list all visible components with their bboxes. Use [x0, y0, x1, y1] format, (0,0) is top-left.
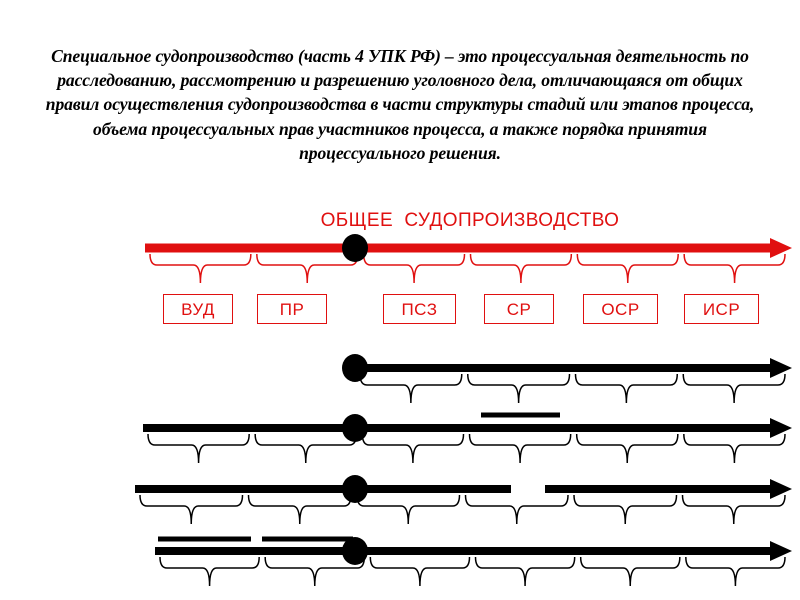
- stage-box-label: ОСР: [601, 299, 640, 319]
- stage-box-label: ПСЗ: [401, 299, 438, 319]
- brace: [683, 433, 786, 464]
- timeline-node-dot[interactable]: [342, 414, 368, 442]
- timeline-shaft: [545, 485, 770, 493]
- brace: [247, 494, 352, 525]
- brace: [464, 494, 569, 525]
- timeline-node-dot[interactable]: [342, 234, 368, 262]
- special-timeline-row-2: [342, 354, 792, 404]
- brace: [159, 556, 260, 587]
- timeline-node-dot[interactable]: [342, 354, 368, 382]
- brace: [681, 494, 786, 525]
- brace: [575, 433, 679, 464]
- definition-paragraph: Специальное судопроизводство (часть 4 УП…: [45, 46, 755, 163]
- brace: [467, 373, 571, 404]
- timeline-arrowhead: [770, 541, 792, 561]
- brace: [256, 253, 359, 284]
- stage-box-ср[interactable]: СР: [484, 294, 554, 324]
- brace: [474, 556, 576, 587]
- stage-box-label: ПР: [279, 299, 305, 319]
- brace: [359, 373, 463, 404]
- brace: [139, 494, 244, 525]
- stage-box-пр[interactable]: ПР: [257, 294, 327, 324]
- stage-box-иср[interactable]: ИСР: [684, 294, 759, 324]
- overlay-bar: [481, 412, 560, 418]
- general-proceedings-title: ОБЩЕЕ СУДОПРОИЗВОДСТВО: [320, 210, 620, 231]
- special-timeline-row-4: [135, 475, 792, 525]
- timeline-arrowhead: [770, 418, 792, 438]
- timeline-arrowhead: [770, 358, 792, 378]
- timeline-arrowhead: [770, 238, 792, 258]
- stage-box-псз[interactable]: ПСЗ: [383, 294, 456, 324]
- brace: [149, 253, 252, 284]
- timeline-node-dot[interactable]: [342, 475, 368, 503]
- stage-box-label: ВУД: [181, 299, 215, 319]
- general-proceedings-timeline: [145, 234, 792, 284]
- timeline-shaft: [355, 364, 770, 372]
- brace: [468, 433, 572, 464]
- brace: [576, 253, 679, 284]
- stage-box-label: СР: [506, 299, 532, 319]
- brace: [579, 556, 681, 587]
- brace: [264, 556, 366, 587]
- stage-box-оср[interactable]: ОСР: [583, 294, 658, 324]
- timeline-shaft: [145, 243, 770, 253]
- overlay-bar: [262, 536, 353, 542]
- special-timeline-row-3: [143, 412, 792, 464]
- overlay-bar: [158, 536, 251, 542]
- brace: [361, 433, 465, 464]
- brace: [147, 433, 250, 464]
- brace: [254, 433, 358, 464]
- brace: [574, 373, 678, 404]
- stage-box-label: ИСР: [702, 299, 741, 319]
- brace: [573, 494, 678, 525]
- brace: [685, 556, 786, 587]
- timeline-shaft: [143, 424, 770, 432]
- stage-box-вуд[interactable]: ВУД: [163, 294, 233, 324]
- brace: [369, 556, 471, 587]
- timeline-arrowhead: [770, 479, 792, 499]
- brace: [469, 253, 573, 284]
- timeline-shaft: [155, 547, 770, 555]
- timeline-node-dot[interactable]: [342, 537, 368, 565]
- timeline-shaft: [135, 485, 511, 493]
- special-timeline-row-5: [155, 536, 792, 587]
- brace: [683, 253, 786, 284]
- brace: [356, 494, 461, 525]
- brace: [362, 253, 466, 284]
- brace: [682, 373, 786, 404]
